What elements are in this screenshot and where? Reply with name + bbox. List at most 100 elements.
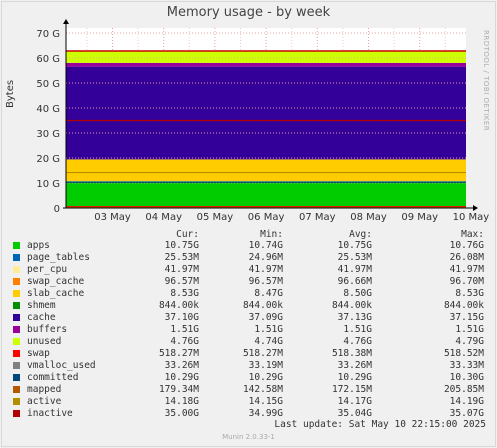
- legend-value-min: 1.51G: [254, 324, 283, 335]
- y-axis-arrow: [63, 19, 69, 24]
- munin-version: Munin 2.0.33-1: [222, 433, 275, 441]
- legend-value-avg: 844.00k: [331, 300, 372, 311]
- legend-label: page_tables: [27, 252, 90, 263]
- y-tick-label: 10 G: [36, 179, 60, 190]
- legend-row-apps: apps 10.75G 10.74G 10.75G 10.76G: [0, 240, 497, 252]
- legend-value-min: 8.47G: [254, 288, 283, 299]
- legend-label: swap: [27, 348, 50, 359]
- legend-value-min: 96.57M: [248, 276, 283, 287]
- legend-value-min: 41.97M: [248, 264, 283, 275]
- legend-label: vmalloc_used: [27, 360, 96, 371]
- area-buffers: [66, 62, 466, 67]
- legend-value-cur: 10.29G: [164, 372, 199, 383]
- legend-value-avg: 37.13G: [337, 312, 372, 323]
- legend-label: active: [27, 396, 62, 407]
- legend-value-min: 37.09G: [248, 312, 283, 323]
- y-tick-label: 50 G: [36, 79, 60, 90]
- legend-value-min: 10.74G: [248, 240, 283, 251]
- legend-value-cur: 8.53G: [170, 288, 199, 299]
- legend-value-avg: 518.38M: [331, 348, 372, 359]
- legend-swatch: [13, 374, 20, 381]
- legend-row-inactive: inactive 35.00G 34.99G 35.04G 35.07G: [0, 408, 497, 420]
- legend-value-min: 14.15G: [248, 396, 283, 407]
- legend-label: cache: [27, 312, 56, 323]
- legend-value-min: 33.19M: [248, 360, 283, 371]
- legend-swatch: [13, 242, 20, 249]
- legend-value-min: 34.99G: [248, 408, 283, 419]
- legend-value-avg: 25.53M: [337, 252, 372, 263]
- legend-value-min: 518.27M: [242, 348, 283, 359]
- legend-label: unused: [27, 336, 62, 347]
- x-tick-label: 10 May: [453, 212, 490, 223]
- legend-value-cur: 1.51G: [170, 324, 199, 335]
- last-update: Last update: Sat May 10 22:15:00 2025: [274, 419, 486, 430]
- legend-swatch: [13, 266, 20, 273]
- legend-swatch: [13, 326, 20, 333]
- legend-row-swap: swap 518.27M 518.27M 518.38M 518.52M: [0, 348, 497, 360]
- legend-label: mapped: [27, 384, 62, 395]
- x-tick-label: 05 May: [197, 212, 234, 223]
- legend-value-avg: 10.29G: [337, 372, 372, 383]
- legend-value-max: 844.00k: [443, 300, 484, 311]
- legend-swatch: [13, 302, 20, 309]
- y-tick-label: 70 G: [36, 29, 60, 40]
- legend-swatch: [13, 362, 20, 369]
- y-tick-label: 20 G: [36, 154, 60, 165]
- legend-row-slab_cache: slab_cache 8.53G 8.47G 8.50G 8.53G: [0, 288, 497, 300]
- y-tick-label: 60 G: [36, 54, 60, 65]
- legend-swatch: [13, 386, 20, 393]
- x-tick-label: 06 May: [248, 212, 285, 223]
- area-unused: [66, 50, 466, 63]
- legend-value-max: 8.53G: [455, 288, 484, 299]
- legend-header-max: Max:: [461, 229, 484, 240]
- legend-label: slab_cache: [27, 288, 85, 299]
- area-cache: [66, 66, 466, 160]
- legend-value-avg: 33.26M: [337, 360, 372, 371]
- legend-value-avg: 4.76G: [343, 336, 372, 347]
- legend-value-avg: 35.04G: [337, 408, 372, 419]
- legend-swatch: [13, 254, 20, 261]
- legend-value-cur: 41.97M: [164, 264, 199, 275]
- legend-value-max: 205.85M: [443, 384, 484, 395]
- legend-value-max: 41.97M: [449, 264, 484, 275]
- legend-value-max: 1.51G: [455, 324, 484, 335]
- legend-swatch: [13, 350, 20, 357]
- legend-swatch: [13, 338, 20, 345]
- legend-value-cur: 37.10G: [164, 312, 199, 323]
- legend-value-max: 14.19G: [449, 396, 484, 407]
- legend-swatch: [13, 398, 20, 405]
- x-tick-label: 07 May: [299, 212, 336, 223]
- legend-value-cur: 33.26M: [164, 360, 199, 371]
- legend-row-cache: cache 37.10G 37.09G 37.13G 37.15G: [0, 312, 497, 324]
- legend-value-avg: 1.51G: [343, 324, 372, 335]
- legend-value-avg: 10.75G: [337, 240, 372, 251]
- y-tick-label: 40 G: [36, 104, 60, 115]
- legend-header-cur: Cur:: [176, 229, 199, 240]
- chart-title: Memory usage - by week: [166, 5, 331, 20]
- legend-row-buffers: buffers 1.51G 1.51G 1.51G 1.51G: [0, 324, 497, 336]
- x-axis-arrow: [473, 205, 478, 211]
- legend-value-cur: 25.53M: [164, 252, 199, 263]
- legend-swatch: [13, 290, 20, 297]
- legend-value-max: 10.76G: [449, 240, 484, 251]
- legend-value-cur: 518.27M: [158, 348, 199, 359]
- legend-row-page_tables: page_tables 25.53M 24.96M 25.53M 26.08M: [0, 252, 497, 264]
- legend-label: shmem: [27, 300, 56, 311]
- chart-plot: 0 10 G 20 G 30 G 40 G 50 G 60 G 70 G 03 May 04 Ma…: [36, 19, 490, 223]
- legend-label: committed: [27, 372, 79, 383]
- legend-value-min: 10.29G: [248, 372, 283, 383]
- legend-value-min: 4.74G: [254, 336, 283, 347]
- legend-value-avg: 96.66M: [337, 276, 372, 287]
- legend-value-min: 24.96M: [248, 252, 283, 263]
- legend-value-max: 96.70M: [449, 276, 484, 287]
- y-tick-label: 30 G: [36, 129, 60, 140]
- legend-value-cur: 96.57M: [164, 276, 199, 287]
- legend-value-max: 33.33M: [449, 360, 484, 371]
- legend-value-max: 4.79G: [455, 336, 484, 347]
- legend-value-max: 35.07G: [449, 408, 484, 419]
- legend-value-cur: 844.00k: [158, 300, 199, 311]
- legend-label: buffers: [27, 324, 68, 335]
- legend-value-cur: 4.76G: [170, 336, 199, 347]
- legend-swatch: [13, 410, 20, 417]
